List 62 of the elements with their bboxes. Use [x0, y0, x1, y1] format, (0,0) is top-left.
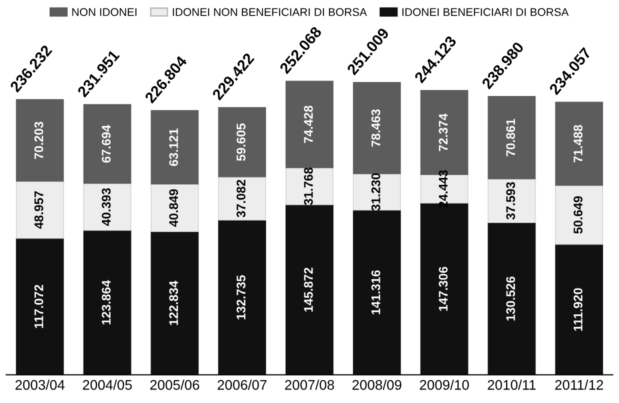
legend-label: IDONEI BENEFICIARI DI BORSA: [402, 8, 569, 16]
bar: [16, 99, 64, 182]
bar: [83, 104, 132, 184]
bar: [150, 184, 199, 232]
bar: [218, 176, 266, 220]
data-label: 130.526: [506, 276, 516, 321]
data-label: 59.605: [236, 123, 246, 161]
x-tick-label: 2003/04: [15, 380, 65, 390]
bar: [286, 80, 334, 168]
x-tick-label: 2009/10: [420, 380, 469, 390]
data-label: 147.306: [438, 266, 448, 311]
bar: [352, 82, 401, 174]
bar: [488, 222, 536, 375]
data-label: 141.316: [371, 270, 380, 314]
bar: [488, 96, 536, 180]
bar: [83, 230, 132, 375]
x-tick-label: 2006/07: [218, 380, 267, 390]
data-label: 122.834: [169, 280, 178, 326]
x-tick-label: 2011/12: [555, 380, 604, 390]
x-tick-label: 2005/06: [150, 380, 200, 390]
bar: [555, 244, 604, 375]
x-tick-label: 2007/08: [285, 380, 334, 390]
bar: [16, 180, 64, 239]
bar: [555, 185, 604, 245]
bar: [150, 110, 199, 184]
bar: [218, 107, 266, 178]
x-tick-label: 2008/09: [352, 380, 402, 390]
bar: [286, 204, 334, 375]
bar: [150, 231, 199, 375]
data-label: 40.849: [169, 189, 178, 227]
bar: [83, 183, 132, 231]
x-tick-label: 2004/05: [82, 380, 132, 390]
data-label: 70.203: [34, 122, 44, 160]
data-label: 50.649: [574, 196, 582, 234]
bar: [218, 220, 266, 375]
bar: [488, 178, 536, 224]
data-label: 145.872: [304, 268, 313, 312]
data-label: 48.957: [34, 191, 44, 229]
data-label: 40.393: [102, 188, 111, 226]
data-label: 78.463: [371, 109, 380, 147]
data-label: 31.768: [304, 168, 313, 206]
bar: [555, 102, 604, 186]
data-label: 71.488: [574, 124, 582, 162]
bar: [286, 167, 334, 206]
bar: [352, 210, 401, 375]
data-label: 117.072: [34, 284, 44, 328]
data-label: 123.864: [102, 280, 111, 324]
data-label: 70.861: [506, 118, 516, 156]
data-label: 132.735: [236, 275, 246, 320]
legend-label: NON IDONEI: [72, 8, 136, 16]
data-label: 67.694: [102, 124, 111, 163]
data-label: 111.920: [574, 288, 582, 331]
data-label: 31.230: [371, 173, 380, 211]
data-label: 72.374: [438, 113, 448, 152]
data-label: 37.082: [236, 180, 246, 218]
bar: [352, 173, 401, 210]
legend-label: IDONEI NON BENEFICIARI DI BORSA: [172, 8, 367, 16]
data-label: 37.593: [506, 182, 516, 220]
bar: [16, 238, 64, 375]
data-label: 63.121: [169, 128, 178, 166]
data-label: 74.428: [304, 106, 313, 144]
x-tick-label: 2010/11: [488, 380, 536, 390]
